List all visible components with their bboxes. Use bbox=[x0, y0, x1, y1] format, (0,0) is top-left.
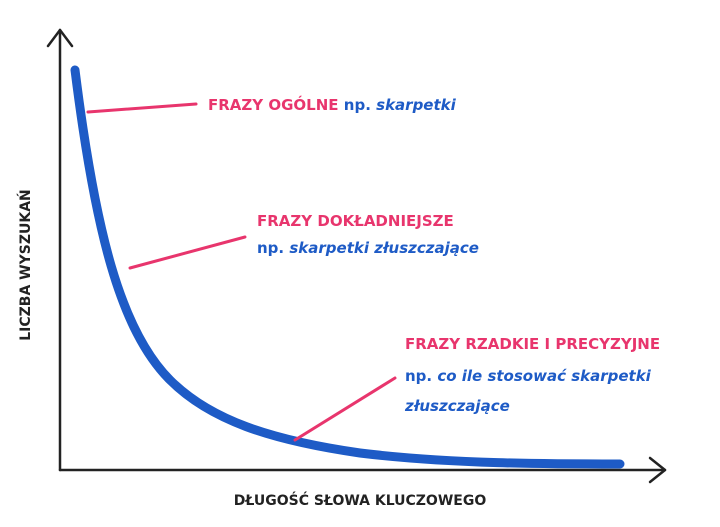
axes bbox=[46, 28, 667, 484]
annotation: np. co ile stosować skarpetki bbox=[405, 367, 652, 385]
pointers bbox=[86, 102, 397, 442]
annotation-example: skarpetki bbox=[376, 96, 456, 114]
y-axis-label: LICZBA WYSZUKAŃ bbox=[16, 189, 34, 341]
annotation-prefix: np. bbox=[405, 367, 432, 385]
x-axis-label: DŁUGOŚĆ SŁOWA KLUCZOWEGO bbox=[234, 491, 487, 509]
pointer bbox=[86, 102, 198, 114]
annotation-title: FRAZY RZADKIE I PRECYZYJNE bbox=[405, 335, 660, 353]
annotation-prefix: np. bbox=[344, 96, 371, 114]
annotation-example: skarpetki złuszczające bbox=[289, 239, 479, 257]
annotation-title: FRAZY OGÓLNE bbox=[208, 95, 339, 114]
annotation-title: FRAZY DOKŁADNIEJSZE bbox=[257, 212, 454, 230]
y-arrow bbox=[46, 28, 74, 48]
annotation: FRAZY OGÓLNE np. skarpetki bbox=[208, 95, 457, 114]
pointer bbox=[293, 376, 397, 442]
x-arrow bbox=[648, 456, 667, 484]
curve bbox=[70, 65, 625, 469]
annotation: np. skarpetki złuszczające bbox=[257, 239, 479, 257]
annotation-example: złuszczające bbox=[404, 397, 510, 415]
annotation-prefix: np. bbox=[257, 239, 284, 257]
annotation-example: co ile stosować skarpetki bbox=[437, 367, 651, 385]
pointer bbox=[128, 235, 247, 270]
